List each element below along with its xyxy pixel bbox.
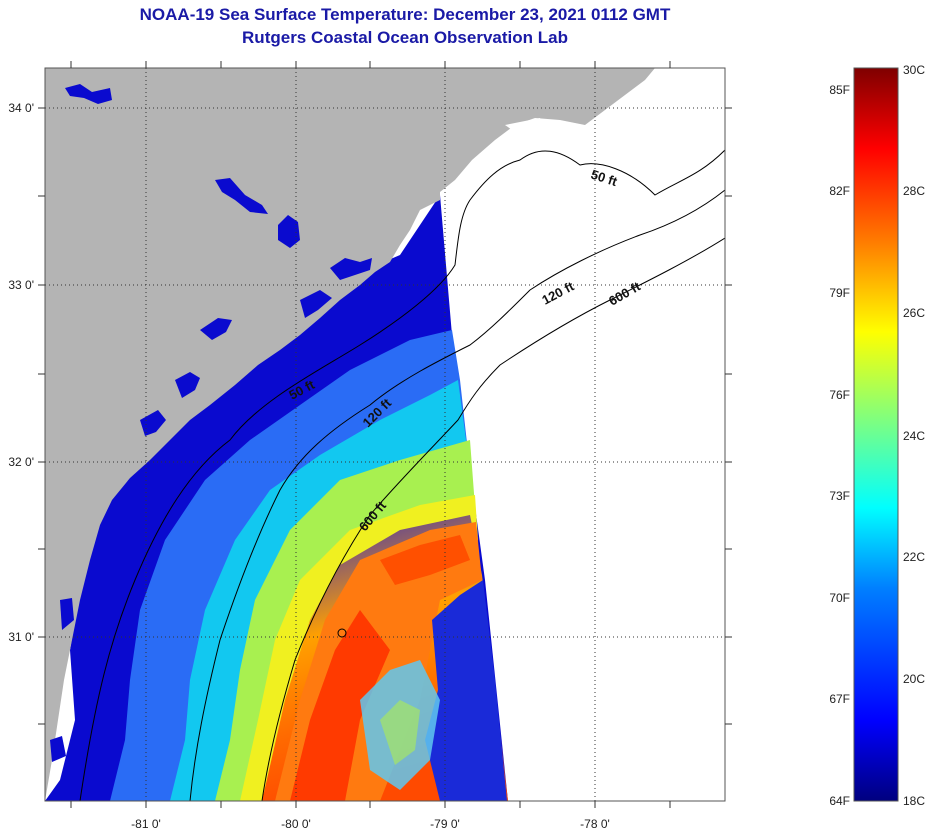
colorbar-c-20: 20C xyxy=(903,672,925,686)
lon-label-81: -81 0' xyxy=(131,817,161,831)
lat-label-34: 34 0' xyxy=(8,101,34,115)
water-bodies xyxy=(50,84,372,762)
colorbar-c-24: 24C xyxy=(903,429,925,443)
lon-label-80: -80 0' xyxy=(281,817,311,831)
colorbar-f-70: 70F xyxy=(829,591,850,605)
lat-label-31: 31 0' xyxy=(8,630,34,644)
lat-label-32: 32 0' xyxy=(8,455,34,469)
colorbar-f-76: 76F xyxy=(829,388,850,402)
colorbar-f-67: 67F xyxy=(829,692,850,706)
colorbar-c-18: 18C xyxy=(903,794,925,808)
lon-label-79: -79 0' xyxy=(430,817,460,831)
map-frame xyxy=(44,67,726,802)
lon-label-78: -78 0' xyxy=(580,817,610,831)
colorbar-f-85: 85F xyxy=(829,83,850,97)
map-subtitle: Rutgers Coastal Ocean Observation Lab xyxy=(242,28,568,47)
colorbar-f-64: 64F xyxy=(829,794,850,808)
surf-zone xyxy=(505,118,545,132)
land xyxy=(45,68,655,801)
map-ticks xyxy=(38,61,732,808)
colorbar-f-79: 79F xyxy=(829,286,850,300)
colorbar-f-82: 82F xyxy=(829,184,850,198)
contour-50ft xyxy=(79,149,725,801)
colorbar-c-26: 26C xyxy=(903,306,925,320)
map-title: NOAA-19 Sea Surface Temperature: Decembe… xyxy=(139,5,671,24)
colorbar-gradient xyxy=(853,67,899,802)
lat-label-33: 33 0' xyxy=(8,278,34,292)
contour-600ft xyxy=(261,237,725,801)
contour-120ft xyxy=(189,189,725,801)
colorbar-f-73: 73F xyxy=(829,489,850,503)
sst-map: 50 ft 120 ft 600 ft 50 ft 120 ft 600 ft … xyxy=(8,61,732,831)
bathymetry-contours xyxy=(79,149,725,801)
colorbar-c-28: 28C xyxy=(903,184,925,198)
colorbar-c-30: 30C xyxy=(903,63,925,77)
colorbar-c-22: 22C xyxy=(903,550,925,564)
graticule xyxy=(45,68,725,801)
